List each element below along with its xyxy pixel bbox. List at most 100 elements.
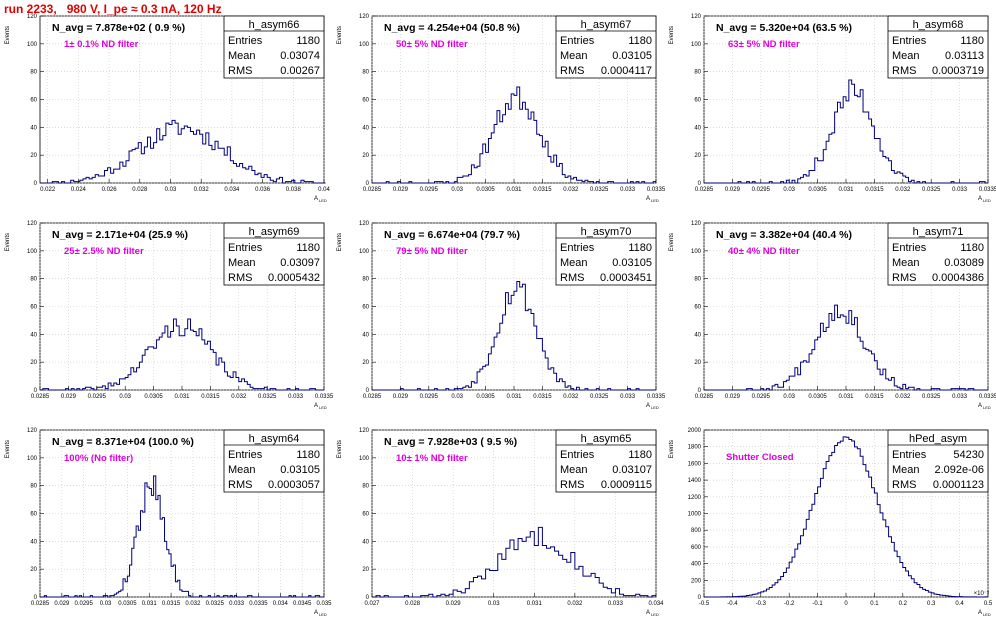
x-tick-label: 0.032 [185,601,201,607]
x-axis-label-subscript: LED [651,198,659,203]
stats-title: h_asym65 [581,433,632,445]
y-tick-label: 200 [691,578,702,584]
x-tick-label: 0.0285 [363,187,382,193]
x-tick-label: 0.0285 [695,394,714,400]
x-tick-label: 0.0295 [420,394,439,400]
panel-h_asym69: 0.0285 0.029 0.0295 0.03 0.0305 0.031 0.0315 0.… [5,221,334,410]
x-tick-label: 0.0285 [31,394,50,400]
x-tick-label: 0.034 [273,601,289,607]
x-tick-label: 0.0315 [201,394,220,400]
x-tick-label: 0.0335 [647,394,666,400]
x-tick-label: 0.0305 [476,394,495,400]
y-tick-label: 60 [362,305,369,311]
stats-value: 0.03105 [280,464,320,476]
x-tick-label: 0.0335 [647,187,666,193]
x-tick-label: 0.033 [608,601,624,607]
stats-key: Mean [228,50,256,62]
x-tick-label: 0.029 [725,187,741,193]
stats-key: Mean [892,257,920,269]
x-axis-label-subscript: LED [319,612,327,617]
x-tick-label: 0.029 [393,394,409,400]
y-tick-label: 1800 [688,445,702,451]
histogram-line [372,526,656,598]
navg-label: N_avg = 8.371e+04 (100.0 %) [52,436,194,448]
filter-label: 1± 0.1% ND filter [64,39,139,50]
stats-value: 2.092e-06 [934,464,984,476]
histogram-line [704,79,988,184]
x-axis-label: A [646,196,650,202]
panel-h_asym64: 0.0285 0.029 0.0295 0.03 0.0305 0.031 0.0315 0.… [5,428,332,617]
y-axis-label: Events [5,233,11,251]
x-axis-label: A [314,403,318,409]
stats-value: 54230 [953,449,984,461]
x-tick-label: 0.03 [783,187,795,193]
stats-key: RMS [228,479,252,491]
x-tick-label: -0.1 [812,601,823,607]
stats-value: 1180 [628,449,652,461]
y-tick-label: 60 [30,305,37,311]
x-tick-label: 0.033 [952,394,968,400]
filter-label: 50± 5% ND filter [396,39,468,50]
panel-h_asym71: 0.0285 0.029 0.0295 0.03 0.0305 0.031 0.0315 0.… [669,221,996,410]
x-tick-label: 0.022 [40,187,56,193]
x-tick-label: 0.0305 [808,187,827,193]
y-tick-label: 120 [359,221,370,227]
x-tick-label: 0.0335 [979,394,996,400]
panel-h_asym67: 0.0285 0.029 0.0295 0.03 0.0305 0.031 0.0315 0.… [337,14,666,203]
x-tick-label: 0.03 [100,601,112,607]
y-tick-label: 800 [691,528,702,534]
x-tick-label: 0.03 [165,187,177,193]
y-tick-label: 1600 [688,461,702,467]
stats-key: RMS [892,272,916,284]
x-axis-label-subscript: LED [319,405,327,410]
stats-title: hPed_asym [909,433,967,445]
stats-key: Mean [892,50,920,62]
x-tick-label: 0.031 [527,601,543,607]
panel-h_asym70: 0.0285 0.029 0.0295 0.03 0.0305 0.031 0.0315 0.… [337,221,666,410]
x-tick-label: 0.0295 [420,187,439,193]
y-tick-label: 40 [30,539,37,545]
stats-key: Entries [892,35,927,47]
y-tick-label: 40 [694,332,701,338]
stats-key: RMS [892,479,916,491]
x-axis-label: A [646,610,650,616]
y-axis-label: Events [669,233,675,251]
stats-key: Entries [560,242,595,254]
x-tick-label: 0.0305 [144,394,163,400]
x-tick-label: 0.0305 [118,601,137,607]
stats-value: 0.03113 [945,50,984,62]
y-tick-label: 120 [27,221,38,227]
run-header: run 2233, 980 V, I_pe ≈ 0.3 nA, 120 Hz [4,2,222,16]
x-tick-label: 0.033 [229,601,245,607]
stats-value: 0.0003057 [268,479,320,491]
stats-value: 0.03089 [944,257,984,269]
x-tick-label: 0.0325 [590,187,609,193]
y-tick-label: 2000 [688,428,702,434]
stats-key: Entries [892,449,927,461]
x-tick-label: 0.03 [451,394,463,400]
x-tick-label: 0.034 [224,187,240,193]
stats-value: 0.00267 [280,65,320,77]
stats-title: h_asym71 [913,226,964,238]
stats-key: Entries [892,242,927,254]
x-tick-label: 0.033 [288,394,304,400]
stats-box [887,222,989,286]
stats-box [555,429,657,493]
stats-key: Entries [560,449,595,461]
y-tick-label: 60 [30,512,37,518]
stats-value: 0.0003451 [600,272,652,284]
x-tick-label: 0.03 [451,187,463,193]
x-tick-label: 0.031 [506,187,522,193]
x-tick-label: 0.0335 [315,394,334,400]
y-tick-label: 80 [30,277,37,283]
histogram-line [704,304,988,391]
x-tick-label: 0.031 [838,187,854,193]
x-tick-label: 0.033 [952,187,968,193]
x-tick-label: 0.032 [563,187,579,193]
y-tick-label: 40 [362,125,369,131]
x-tick-label: 0.029 [61,394,77,400]
stats-key: Entries [228,449,263,461]
y-tick-label: 120 [359,14,370,20]
panel-h_asym66: 0.022 0.024 0.026 0.028 0.03 0.032 0.034 0.036 0… [5,14,330,203]
x-axis-label: A [978,196,982,202]
